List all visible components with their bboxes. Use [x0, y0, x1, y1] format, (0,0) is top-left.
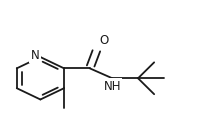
Text: NH: NH: [103, 80, 121, 93]
Text: O: O: [99, 34, 108, 47]
Text: N: N: [31, 49, 39, 62]
